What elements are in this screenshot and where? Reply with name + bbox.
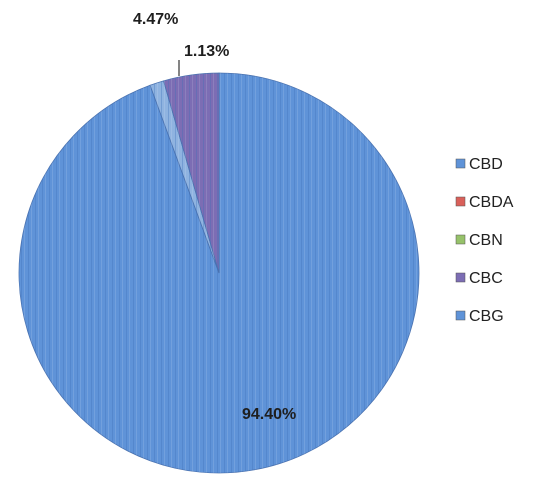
legend-label-cbda: CBDA (469, 194, 514, 211)
legend-swatch-cbda (455, 196, 466, 207)
legend-swatch-cbg (455, 310, 466, 321)
data-label-cbc: 4.47% (133, 11, 178, 28)
legend-swatch-cbc (455, 272, 466, 283)
legend: CBD CBDA CBN CBC CBG (455, 156, 514, 325)
legend-swatch-cbd (455, 158, 466, 169)
legend-label-cbc: CBC (469, 270, 503, 287)
legend-label-cbd: CBD (469, 156, 503, 173)
data-label-cbd: 94.40% (242, 406, 296, 423)
legend-label-cbg: CBG (469, 308, 504, 325)
legend-swatch-cbn (455, 234, 466, 245)
legend-label-cbn: CBN (469, 232, 503, 249)
data-label-cbg: 1.13% (184, 43, 229, 60)
